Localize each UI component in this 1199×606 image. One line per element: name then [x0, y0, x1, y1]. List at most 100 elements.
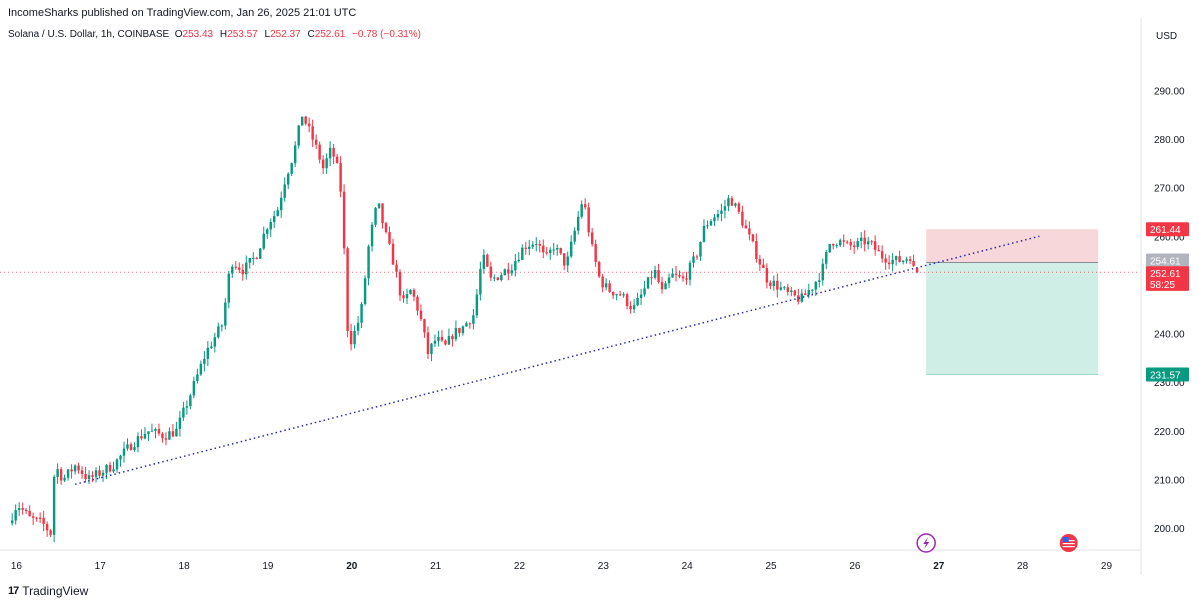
candle-body [835, 245, 838, 247]
candle-body [692, 256, 695, 263]
candle-body [639, 294, 643, 298]
candle-body [576, 216, 580, 231]
symbol-title[interactable]: Solana / U.S. Dollar, 1h, COINBASE [8, 29, 170, 40]
y-tick-label: 260.00 [1154, 232, 1185, 243]
candle-body [797, 295, 800, 302]
candle-body [503, 269, 507, 276]
candle-body [363, 278, 367, 304]
candle-body [59, 469, 63, 481]
candle-body [203, 358, 206, 364]
candle-body [870, 241, 873, 243]
candle-body [17, 508, 21, 511]
candle-body [465, 323, 468, 327]
candle-body [185, 406, 189, 408]
candle-body [748, 228, 751, 235]
price-badge-target [1146, 367, 1189, 382]
candle-body [849, 242, 852, 246]
candle-body [769, 282, 772, 287]
candle-body [699, 241, 702, 257]
candle-body [779, 287, 783, 290]
publisher-line: IncomeSharks published on TradingView.co… [8, 7, 357, 19]
candle-body [164, 438, 168, 440]
x-tick-label: 20 [346, 561, 358, 572]
high-label: H [219, 29, 228, 40]
candle-body [238, 267, 241, 270]
candle-body [475, 294, 479, 316]
candle-body [562, 253, 566, 266]
candle-body [664, 283, 667, 290]
candle-body [489, 266, 493, 278]
y-tick-label: 240.00 [1154, 330, 1185, 341]
candle-body [674, 273, 678, 275]
candle-body [108, 464, 112, 472]
candle-body [783, 287, 786, 289]
candle-body [87, 475, 91, 480]
candle-body [342, 191, 346, 249]
candle-body [293, 145, 297, 164]
candle-body [552, 249, 555, 251]
close-value: 252.61 [314, 29, 346, 40]
candle-body [629, 305, 632, 310]
candle-body [419, 310, 423, 320]
candle-body [884, 258, 887, 263]
candle-body [493, 277, 496, 279]
candle-body [367, 246, 370, 279]
candle-body [545, 252, 548, 254]
candle-body [723, 206, 727, 211]
candle-body [101, 472, 105, 476]
candle-body [535, 244, 538, 246]
candle-body [818, 280, 821, 282]
x-tick-label: 18 [179, 561, 191, 572]
candle-body [91, 475, 94, 477]
price-badge-text-countdown: 58:25 [1150, 280, 1175, 291]
candle-body [636, 297, 639, 306]
flag-stripe [1062, 546, 1075, 548]
candle-body [604, 283, 608, 288]
candle-body [266, 229, 269, 234]
candle-body [615, 294, 618, 296]
candle-body [262, 233, 265, 249]
candle-body [126, 444, 129, 449]
candle-body [566, 256, 569, 266]
candle-body [248, 258, 251, 263]
candle-body [10, 520, 14, 524]
footer-brand: TradingView [22, 584, 89, 598]
candle-body [790, 290, 793, 292]
y-tick-label: 280.00 [1154, 135, 1185, 146]
candle-body [618, 294, 622, 296]
candle-body [346, 248, 349, 331]
tradingview-logo-icon: 17 [8, 585, 19, 597]
candle-body [217, 326, 220, 338]
candle-body [737, 203, 741, 212]
candle-body [772, 280, 776, 287]
tradingview-footer[interactable]: 17 TradingView [8, 584, 88, 598]
candle-body [122, 448, 126, 456]
candle-body [370, 224, 374, 247]
candle-body [178, 417, 182, 429]
candle-body [524, 247, 528, 249]
candle-body [716, 213, 720, 218]
candle-body [447, 336, 451, 345]
price-badge-text-stop: 261.44 [1150, 225, 1181, 236]
candle-body [412, 289, 416, 297]
candle-body [35, 517, 38, 519]
candle-body [77, 465, 80, 471]
x-tick-label: 21 [430, 561, 442, 572]
candle-body [580, 204, 583, 217]
candle-body [349, 330, 353, 345]
candle-body [458, 327, 461, 334]
candle-body [685, 278, 688, 280]
y-tick-label: 200.00 [1154, 524, 1185, 535]
candle-body [70, 469, 73, 472]
candle-body [804, 293, 807, 295]
candle-body [175, 428, 178, 437]
x-tick-label: 17 [95, 561, 107, 572]
price-badge-text-target: 231.57 [1150, 371, 1181, 382]
candle-body [384, 223, 388, 232]
candle-body [377, 203, 381, 208]
candle-body [279, 197, 283, 211]
currency-label[interactable]: USD [1156, 31, 1178, 42]
candle-body [444, 340, 447, 345]
candle-body [713, 217, 716, 222]
